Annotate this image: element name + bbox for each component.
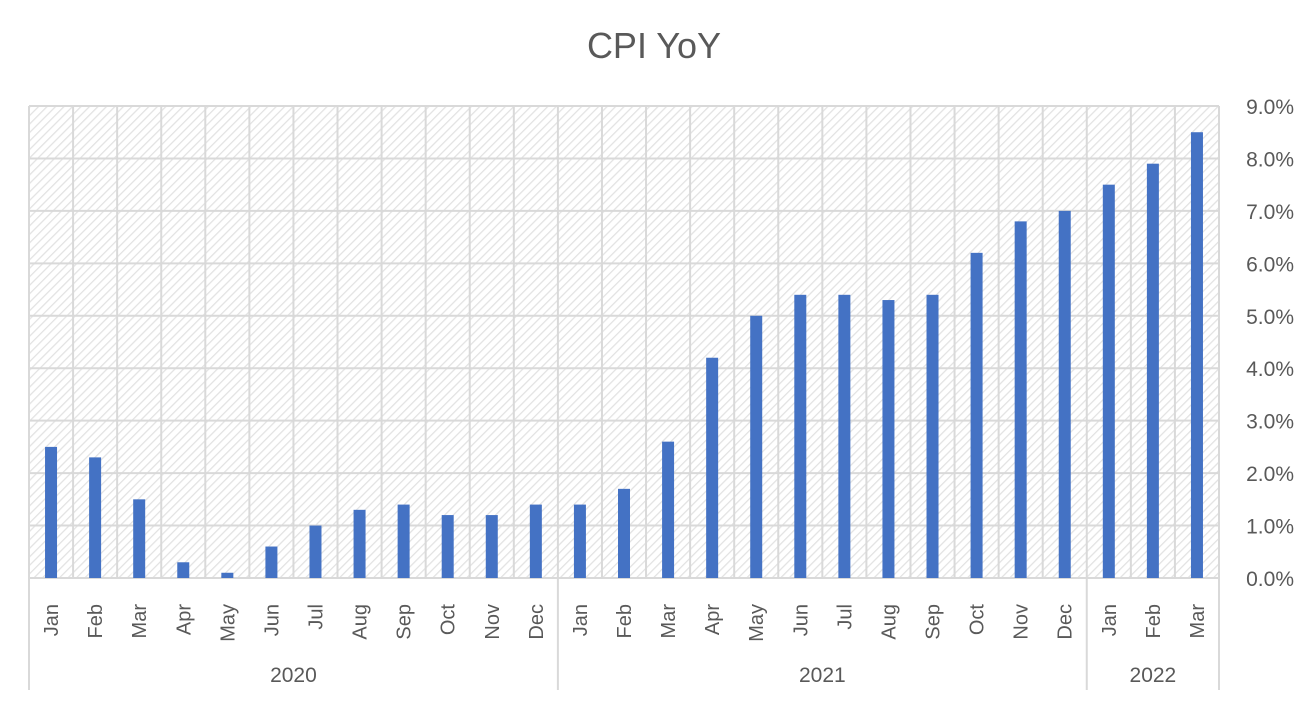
bar	[1014, 221, 1027, 578]
x-tick-label: Feb	[85, 604, 107, 638]
x-tick-label: Aug	[878, 604, 900, 640]
bar	[706, 357, 719, 578]
bar	[1146, 163, 1159, 578]
x-tick-label: Jun	[261, 604, 283, 636]
bar	[309, 525, 322, 578]
x-tick-label: Feb	[614, 604, 636, 638]
x-tick-label: Jan	[41, 604, 63, 636]
x-tick-label: Feb	[1143, 604, 1165, 638]
x-tick-label: Nov	[1011, 604, 1033, 640]
bar	[441, 515, 454, 578]
x-tick-label: Apr	[702, 604, 724, 635]
x-tick-label: Jan	[570, 604, 592, 636]
bar	[662, 441, 675, 578]
bar	[177, 562, 190, 578]
x-tick-label: Mar	[129, 604, 151, 639]
x-tick-label: Jul	[305, 604, 327, 630]
plot-area: 0.0% 1.0% 2.0% 3.0% 4.0% 5.0% 6.0% 7.0% 8.0% 9.0%…	[28, 96, 1294, 690]
bar	[926, 294, 939, 578]
x-tick-label: May	[217, 604, 239, 642]
y-tick-label: 4.0%	[1246, 358, 1294, 381]
bar	[1058, 210, 1071, 578]
x-tick-label: Aug	[350, 604, 372, 640]
x-tick-label: Jul	[834, 604, 856, 630]
y-tick-label: 1.0%	[1246, 516, 1294, 539]
x-tick-label: Dec	[526, 604, 548, 640]
y-tick-label: 0.0%	[1246, 568, 1294, 591]
x-tick-label: Oct	[967, 604, 989, 636]
x-tick-label: Sep	[923, 604, 945, 640]
x-tick-label: Mar	[658, 604, 680, 639]
bar	[529, 504, 542, 578]
bar	[573, 504, 586, 578]
x-tick-label: Nov	[482, 604, 504, 640]
bar	[838, 294, 851, 578]
chart-title: CPI YoY	[587, 25, 721, 66]
x-tick-label: May	[746, 604, 768, 642]
bar	[397, 504, 410, 578]
bar	[353, 509, 366, 578]
x-tick-label: Mar	[1187, 604, 1209, 639]
bar	[750, 315, 763, 578]
x-tick-label: Dec	[1055, 604, 1077, 640]
x-tick-label: Jun	[790, 604, 812, 636]
year-group-label: 2020	[270, 664, 317, 687]
y-tick-label: 2.0%	[1246, 463, 1294, 486]
bar	[485, 515, 498, 578]
bar	[1102, 184, 1115, 578]
x-tick-label: Jan	[1099, 604, 1121, 636]
bar	[882, 300, 895, 578]
y-tick-label: 7.0%	[1246, 201, 1294, 224]
bar	[1190, 132, 1203, 578]
y-tick-label: 5.0%	[1246, 306, 1294, 329]
bar	[265, 546, 278, 578]
bar	[221, 572, 234, 578]
bar	[794, 294, 807, 578]
bar	[45, 446, 58, 578]
year-group-label: 2022	[1130, 664, 1177, 687]
x-tick-label: Oct	[438, 604, 460, 636]
bar	[133, 499, 146, 578]
y-tick-label: 9.0%	[1246, 96, 1294, 119]
bar	[970, 252, 983, 578]
bar	[89, 457, 102, 578]
y-tick-label: 8.0%	[1246, 148, 1294, 171]
bar	[618, 488, 630, 578]
x-tick-label: Apr	[173, 604, 195, 635]
y-tick-label: 3.0%	[1246, 411, 1294, 434]
y-tick-label: 6.0%	[1246, 253, 1294, 276]
year-group-label: 2021	[799, 664, 846, 687]
x-tick-label: Sep	[394, 604, 416, 640]
